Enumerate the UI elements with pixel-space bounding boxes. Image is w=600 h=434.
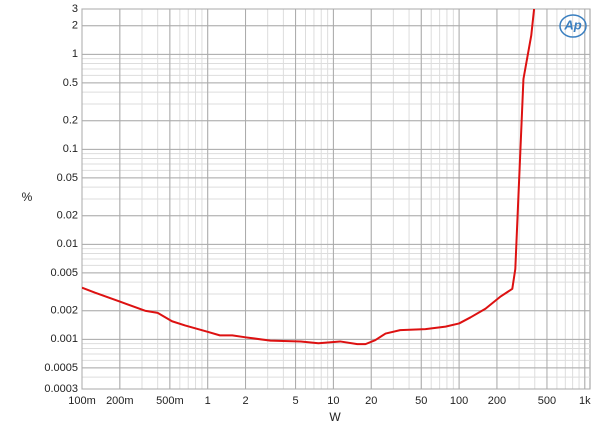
- y-tick-label: 1: [72, 48, 78, 60]
- logo-ring: [559, 14, 587, 38]
- x-tick-label: 500: [538, 395, 556, 407]
- y-tick-label: 2: [72, 20, 78, 32]
- y-tick-label: 0.2: [63, 115, 78, 127]
- y-tick-label: 0.002: [50, 305, 78, 317]
- x-tick-label: 1k: [579, 395, 591, 407]
- x-tick-label: 500m: [156, 395, 184, 407]
- x-tick-label: 200m: [106, 395, 134, 407]
- x-axis-label: W: [329, 410, 341, 424]
- y-tick-label: 0.0005: [44, 362, 78, 374]
- y-tick-label: 0.005: [50, 267, 78, 279]
- x-tick-label: 200: [488, 395, 506, 407]
- x-tick-label: 20: [365, 395, 377, 407]
- logo: Ap: [563, 17, 581, 32]
- y-tick-label: 0.01: [57, 238, 78, 250]
- plot: [82, 9, 536, 346]
- y-tick-label: 0.05: [57, 172, 78, 184]
- grid: [81, 8, 590, 390]
- x-tick-label: 2: [242, 395, 248, 407]
- y-tick-label: 3: [72, 3, 78, 15]
- x-tick-label: 100: [450, 395, 468, 407]
- y-tick-label: 0.001: [50, 333, 78, 345]
- y-tick-label: 0.5: [63, 77, 78, 89]
- y-tick-label: 0.0003: [44, 383, 78, 395]
- y-tick-label: 0.02: [57, 210, 78, 222]
- y-tick-label: 0.1: [63, 143, 78, 155]
- x-tick-label: 10: [327, 395, 339, 407]
- x-tick-label: 5: [292, 395, 298, 407]
- data-line: [82, 9, 536, 346]
- y-axis-label: %: [22, 190, 33, 204]
- x-tick-label: 50: [415, 395, 427, 407]
- x-tick-label: 1: [205, 395, 211, 407]
- x-tick-label: 100m: [68, 395, 96, 407]
